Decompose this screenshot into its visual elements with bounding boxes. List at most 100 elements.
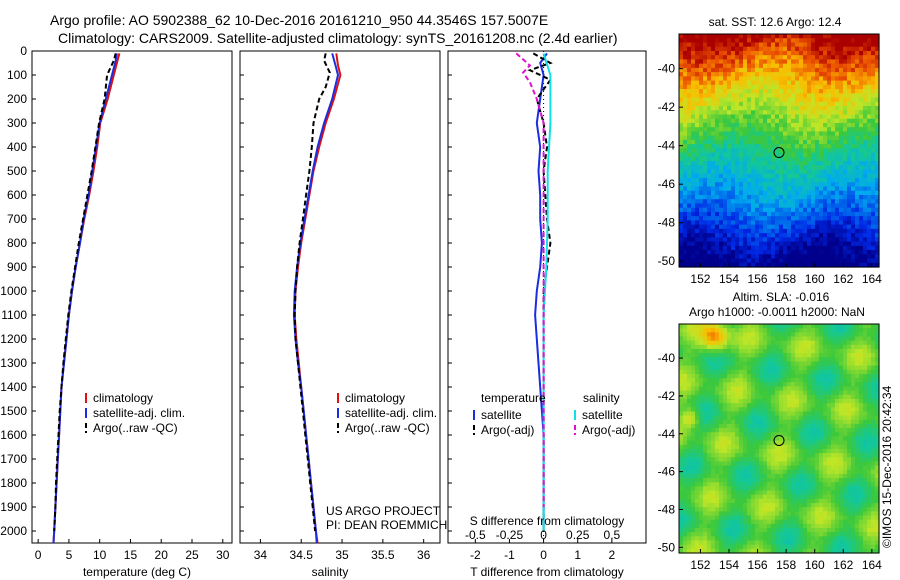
map-sla_map-xtick-label-1: 154 — [719, 558, 739, 572]
map-sst_map-ytick-label-4: -48 — [658, 216, 676, 230]
salinity-x-tick-label-4: 36 — [417, 548, 431, 562]
map-sla_map-xtick-label-4: 160 — [805, 558, 825, 572]
salinity-x-tick-label-1: 34.5 — [290, 548, 314, 562]
temperature-legend-label-2: Argo(..raw -QC) — [93, 421, 178, 435]
depth-tick-label-14: 1400 — [0, 380, 27, 394]
depth-tick-label-5: 500 — [7, 164, 27, 178]
map-sst_map-xtick-label-1: 154 — [719, 272, 739, 286]
temperature-x-tick-label-2: 10 — [93, 548, 107, 562]
difference-s-tick-label-4: 0.5 — [604, 528, 621, 542]
plot-frame-difference — [447, 50, 647, 544]
profile-title: Argo profile: AO 5902388_62 10-Dec-2016 … — [50, 12, 549, 28]
salinity-line-2 — [293, 53, 331, 532]
temperature-x-tick-label-5: 25 — [185, 548, 199, 562]
depth-tick-label-0: 0 — [20, 44, 27, 58]
map-sla_map-ytick-label-1: -42 — [658, 389, 676, 403]
salinity-x-tick-label-3: 35.5 — [371, 548, 395, 562]
depth-tick-label-19: 1900 — [0, 500, 27, 514]
salinity-legend-label-0: climatology — [345, 391, 405, 405]
temperature-x-tick-label-1: 5 — [66, 548, 73, 562]
difference-x-tick-label-0: -2 — [470, 548, 481, 562]
map-sst_map-xtick-label-6: 164 — [862, 272, 882, 286]
map-sst_map-ytick-label-0: -40 — [658, 62, 676, 76]
plot-frame-temperature — [31, 50, 233, 544]
map-sst_map-xtick-label-4: 160 — [805, 272, 825, 286]
difference-s-xlabel: S difference from climatology — [470, 514, 625, 528]
difference-legend-title-0: temperature — [481, 391, 546, 405]
depth-tick-label-10: 1000 — [0, 284, 27, 298]
difference-s-tick-label-3: 0.25 — [566, 528, 590, 542]
depth-tick-label-8: 800 — [7, 236, 27, 250]
map-sla_map-ytick-label-5: -50 — [658, 540, 676, 554]
difference-s-tick-label-1: -0.25 — [496, 528, 524, 542]
map-sla_map-xtick-label-5: 162 — [833, 558, 853, 572]
difference-s-tick-label-2: 0 — [540, 528, 547, 542]
map-sla_map-ytick-label-4: -48 — [658, 502, 676, 516]
salinity-x-tick-label-0: 34 — [254, 548, 268, 562]
map-sla_map-ytick-label-3: -46 — [658, 465, 676, 479]
difference-line-3 — [515, 52, 545, 507]
map-sst_map-ytick-label-2: -44 — [658, 139, 676, 153]
map-sst_map-ytick-label-1: -42 — [658, 100, 676, 114]
temperature-line-1 — [52, 53, 118, 544]
temperature-line-2 — [53, 53, 117, 532]
salinity-x-tick-label-2: 35 — [335, 548, 349, 562]
map-frame-sla_map — [678, 323, 880, 554]
map-frame-sst_map — [678, 33, 880, 268]
depth-tick-label-20: 2000 — [0, 524, 27, 538]
map-sla_map-ytick-label-2: -44 — [658, 427, 676, 441]
map-sst_map-xtick-label-2: 156 — [748, 272, 768, 286]
map-sla_map-ytick-label-0: -40 — [658, 351, 676, 365]
sla-map-title: Altim. SLA: -0.016 — [733, 290, 830, 304]
salinity-xlabel: salinity — [312, 565, 349, 579]
difference-legend-label-3: Argo(-adj) — [582, 423, 635, 437]
salinity-line-0 — [293, 53, 342, 544]
temperature-legend-label-0: climatology — [93, 391, 153, 405]
difference-legend-label-0: satellite — [481, 408, 522, 422]
depth-tick-label-16: 1600 — [0, 428, 27, 442]
depth-tick-label-15: 1500 — [0, 404, 27, 418]
depth-tick-label-1: 100 — [7, 68, 27, 82]
difference-s-tick-label-0: -0.5 — [465, 528, 486, 542]
depth-tick-label-9: 900 — [7, 260, 27, 274]
salinity-line-1 — [292, 53, 340, 544]
map-sst_map-xtick-label-0: 152 — [690, 272, 710, 286]
depth-tick-label-3: 300 — [7, 116, 27, 130]
map-sla_map-argo-marker — [773, 434, 785, 446]
depth-tick-label-4: 400 — [7, 140, 27, 154]
sla-map-subtitle: Argo h1000: -0.0011 h2000: NaN — [689, 305, 865, 319]
map-sst_map-ytick-label-3: -46 — [658, 177, 676, 191]
difference-x-tick-label-2: 0 — [540, 548, 547, 562]
temperature-x-tick-label-6: 30 — [216, 548, 230, 562]
imos-stamp: ©IMOS 15-Dec-2016 20:42:34 — [880, 385, 894, 548]
difference-legend-title-1: salinity — [583, 391, 620, 405]
plot-frame-salinity — [239, 50, 441, 544]
depth-tick-label-2: 200 — [7, 92, 27, 106]
difference-legend-label-1: Argo(-adj) — [481, 423, 534, 437]
map-sla_map-xtick-label-0: 152 — [690, 558, 710, 572]
temperature-xlabel: temperature (deg C) — [83, 565, 191, 579]
salinity-annotation-0: US ARGO PROJECT — [326, 504, 441, 518]
sst-map-title: sat. SST: 12.6 Argo: 12.4 — [709, 15, 842, 29]
map-sst_map-xtick-label-3: 158 — [776, 272, 796, 286]
temperature-x-tick-label-4: 20 — [155, 548, 169, 562]
salinity-annotation-1: PI: DEAN ROEMMICH — [326, 518, 447, 532]
salinity-legend-label-1: satellite-adj. clim. — [345, 406, 437, 420]
difference-x-tick-label-1: -1 — [504, 548, 515, 562]
depth-tick-label-6: 600 — [7, 188, 27, 202]
temperature-x-tick-label-3: 15 — [124, 548, 138, 562]
map-sla_map-xtick-label-6: 164 — [862, 558, 882, 572]
depth-tick-label-7: 700 — [7, 212, 27, 226]
map-sst_map-xtick-label-5: 162 — [833, 272, 853, 286]
map-sst_map-ytick-label-5: -50 — [658, 254, 676, 268]
difference-line-1 — [527, 52, 553, 531]
depth-tick-label-11: 1100 — [1, 308, 27, 322]
difference-t-xlabel: T difference from climatology — [470, 565, 624, 579]
difference-x-tick-label-4: 2 — [609, 548, 616, 562]
difference-x-tick-label-3: 1 — [574, 548, 581, 562]
salinity-legend-label-2: Argo(..raw -QC) — [345, 421, 430, 435]
temperature-legend-label-1: satellite-adj. clim. — [93, 406, 185, 420]
temperature-x-tick-label-0: 0 — [35, 548, 42, 562]
depth-tick-label-13: 1300 — [0, 356, 27, 370]
